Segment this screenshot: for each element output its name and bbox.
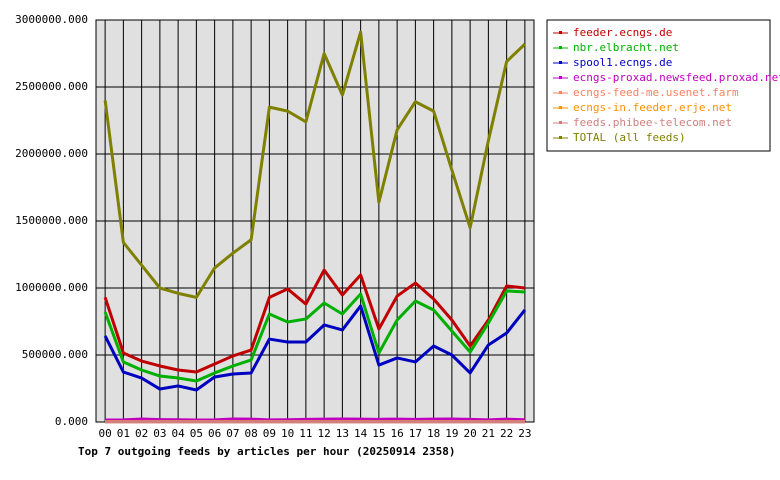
x-tick-label: 09 xyxy=(263,427,276,440)
y-tick-label: 2000000.000 xyxy=(15,147,88,160)
x-tick-label: 07 xyxy=(226,427,239,440)
legend-marker xyxy=(559,76,562,79)
x-tick-label: 21 xyxy=(482,427,495,440)
x-tick-label: 13 xyxy=(336,427,349,440)
chart-title: Top 7 outgoing feeds by articles per hou… xyxy=(78,445,456,458)
x-tick-label: 17 xyxy=(409,427,422,440)
y-tick-label: 0.000 xyxy=(55,415,88,428)
y-tick-label: 1000000.000 xyxy=(15,281,88,294)
x-tick-label: 01 xyxy=(117,427,130,440)
x-tick-label: 02 xyxy=(135,427,148,440)
series-line xyxy=(103,30,526,299)
legend-marker xyxy=(559,61,562,64)
legend-label: TOTAL (all feeds) xyxy=(573,131,686,144)
x-tick-label: 22 xyxy=(500,427,513,440)
y-tick-label: 1500000.000 xyxy=(15,214,88,227)
y-tick-label: 3000000.000 xyxy=(15,13,88,26)
legend-marker xyxy=(559,91,562,94)
legend-label: ecngs-in.feeder.erje.net xyxy=(573,101,732,114)
x-tick-label: 14 xyxy=(354,427,368,440)
x-tick-label: 12 xyxy=(318,427,331,440)
x-tick-label: 05 xyxy=(190,427,203,440)
series-line xyxy=(103,289,525,383)
x-tick-label: 15 xyxy=(372,427,385,440)
legend-label: feeder.ecngs.de xyxy=(573,26,672,39)
x-tick-label: 16 xyxy=(391,427,404,440)
x-tick-label: 04 xyxy=(172,427,186,440)
series-line xyxy=(105,417,525,422)
x-tick-label: 19 xyxy=(445,427,458,440)
x-tick-label: 03 xyxy=(153,427,166,440)
series-line xyxy=(103,268,526,374)
legend-box xyxy=(546,19,771,152)
y-tick-label: 500000.000 xyxy=(22,348,88,361)
legend-marker xyxy=(559,106,562,109)
legend-label: spool1.ecngs.de xyxy=(573,56,672,69)
legend-marker xyxy=(559,31,562,34)
y-tick-label: 2500000.000 xyxy=(15,80,88,93)
x-tick-label: 10 xyxy=(281,427,294,440)
legend-label: feeds.phibee-telecom.net xyxy=(573,116,732,129)
legend-label: nbr.elbracht.net xyxy=(573,41,679,54)
legend-marker xyxy=(559,46,562,49)
x-tick-label: 00 xyxy=(99,427,112,440)
x-tick-label: 23 xyxy=(518,427,531,440)
x-tick-label: 18 xyxy=(427,427,440,440)
legend-label: ecngs-proxad.newsfeed.proxad.net xyxy=(573,71,780,84)
legend-marker xyxy=(559,136,562,139)
x-tick-label: 06 xyxy=(208,427,221,440)
legend-label: ecngs-feed-me.usenet.farm xyxy=(573,86,739,99)
x-tick-label: 20 xyxy=(464,427,477,440)
series-line xyxy=(103,304,527,392)
x-tick-label: 11 xyxy=(299,427,312,440)
x-tick-label: 08 xyxy=(245,427,258,440)
legend-marker xyxy=(559,121,562,124)
